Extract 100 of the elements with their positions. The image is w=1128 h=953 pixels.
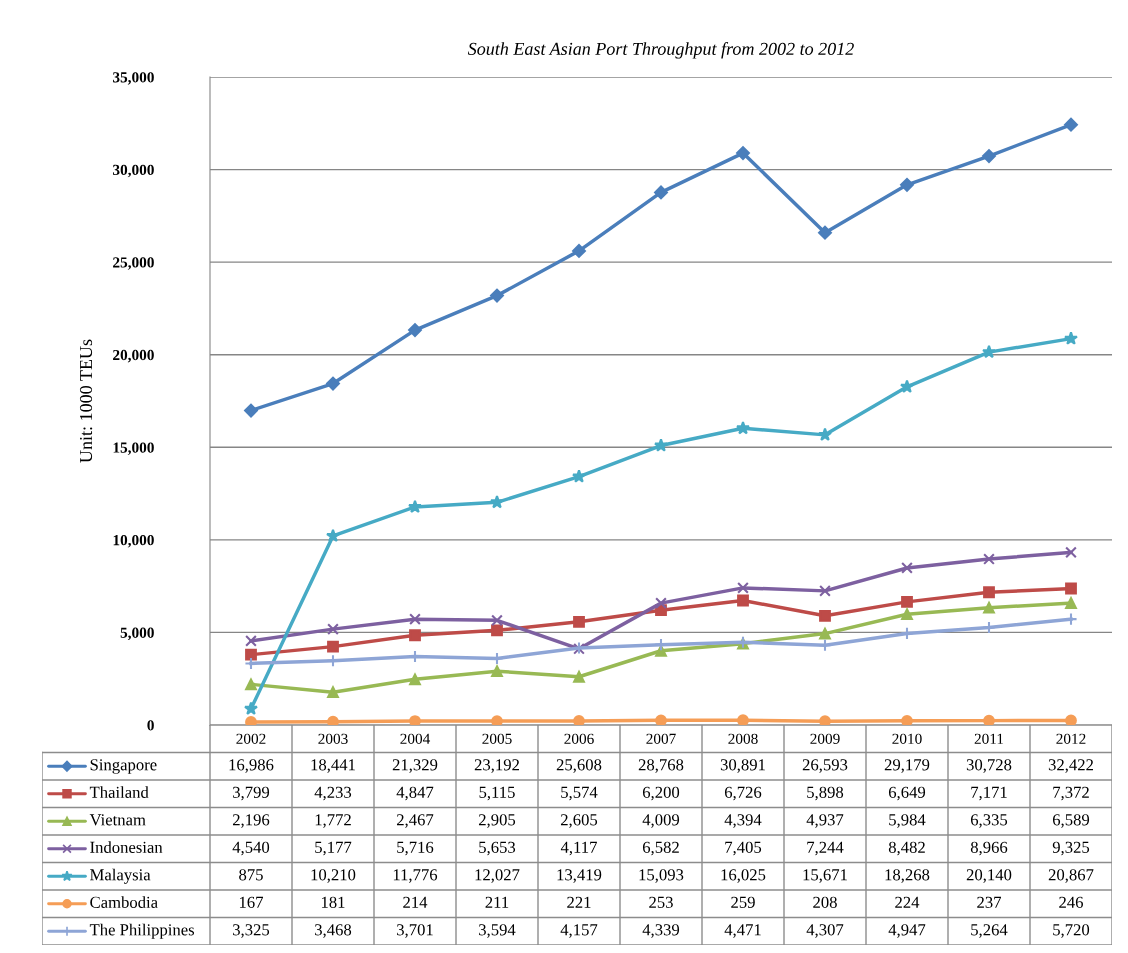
x-tick-label: 2002 <box>236 733 266 744</box>
x-tick-label: 2012 <box>1056 733 1086 744</box>
data-label: 4,394 <box>724 814 762 828</box>
data-label: 8,966 <box>970 841 1008 856</box>
y-tick-label: 20,000 <box>113 349 154 363</box>
data-label: 5,264 <box>971 924 1008 938</box>
x-tick-label: 2005 <box>482 733 512 744</box>
legend-label: The Philippines <box>89 923 195 939</box>
y-tick-label: 25,000 <box>113 257 154 270</box>
data-label: 875 <box>239 869 263 881</box>
x-tick-label: 2011 <box>974 733 1004 744</box>
x-tick-label: 2008 <box>728 733 758 744</box>
x-tick-label: 2004 <box>400 733 431 744</box>
legend-label: Indonesian <box>90 841 163 853</box>
data-label: 25,608 <box>556 759 602 773</box>
data-label: 3,468 <box>315 924 352 938</box>
data-label: 167 <box>239 896 264 908</box>
legend-label: Singapore <box>90 759 157 774</box>
data-label: 7,372 <box>1053 786 1089 801</box>
data-label: 1,772 <box>315 814 351 828</box>
data-label: 6,589 <box>1052 814 1090 828</box>
data-label: 7,171 <box>971 786 1007 801</box>
data-label: 5,115 <box>479 786 515 801</box>
legend-label: Malaysia <box>90 868 151 884</box>
data-label: 5,574 <box>561 786 598 801</box>
data-label: 18,441 <box>311 759 355 773</box>
x-tick-label: 2003 <box>318 733 348 744</box>
data-label: 5,720 <box>1053 924 1090 938</box>
data-label: 5,716 <box>397 841 434 856</box>
data-label: 2,905 <box>478 814 516 828</box>
data-label: 3,701 <box>397 924 433 938</box>
data-label: 12,027 <box>475 869 520 883</box>
data-label: 4,117 <box>560 841 597 856</box>
data-label: 16,025 <box>721 869 766 883</box>
data-label: 15,093 <box>639 869 684 883</box>
y-tick-label: 10,000 <box>113 535 154 548</box>
data-label: 4,233 <box>314 786 352 801</box>
data-label: 4,307 <box>806 924 844 938</box>
data-label: 6,726 <box>724 786 762 801</box>
data-label: 20,867 <box>1048 869 1094 883</box>
data-label: 181 <box>321 896 345 908</box>
data-label: 20,140 <box>966 869 1012 883</box>
data-label: 4,009 <box>642 814 680 828</box>
data-label: 10,210 <box>311 869 356 883</box>
data-label: 6,200 <box>642 786 680 801</box>
x-tick-label: 2007 <box>646 733 676 744</box>
data-label: 4,157 <box>560 924 598 938</box>
data-label: 253 <box>649 896 673 908</box>
data-label: 211 <box>485 896 509 908</box>
data-label: 30,728 <box>966 759 1012 773</box>
data-label: 6,335 <box>970 814 1008 828</box>
data-label: 6,582 <box>642 841 679 856</box>
y-tick-label: 30,000 <box>113 164 154 178</box>
data-label: 224 <box>895 896 920 908</box>
data-label: 259 <box>731 896 755 908</box>
data-label: 6,649 <box>888 786 926 801</box>
data-label: 11,776 <box>393 869 438 883</box>
data-label: 2,605 <box>560 814 598 828</box>
y-axis-title: Unit: 1000 TEUs <box>79 339 93 463</box>
y-tick-label: 0 <box>147 720 154 731</box>
data-label: 4,947 <box>888 924 926 938</box>
data-label: 5,898 <box>807 786 844 801</box>
data-label: 5,984 <box>889 814 926 828</box>
data-label: 3,799 <box>233 786 270 801</box>
data-label: 16,986 <box>229 759 274 773</box>
data-label: 3,325 <box>233 924 270 938</box>
data-label: 8,482 <box>888 841 925 856</box>
data-label: 4,471 <box>724 924 761 938</box>
data-label: 246 <box>1059 896 1083 908</box>
y-tick-label: 15,000 <box>113 442 154 455</box>
data-label: 28,768 <box>638 759 684 773</box>
y-tick-label: 35,000 <box>113 72 154 85</box>
data-label: 26,593 <box>802 759 848 773</box>
legend-label: Vietnam <box>89 814 146 826</box>
data-label: 3,594 <box>479 924 516 938</box>
data-label: 7,244 <box>807 841 844 856</box>
data-label: 9,325 <box>1052 841 1090 856</box>
data-label: 18,268 <box>885 869 930 883</box>
y-tick-label: 5,000 <box>120 627 154 641</box>
x-tick-label: 2009 <box>810 733 840 744</box>
data-label: 214 <box>403 896 428 908</box>
data-label: 7,405 <box>725 841 762 856</box>
data-label: 2,467 <box>396 814 434 828</box>
chart-title: South East Asian Port Throughput from 2002 to 2012 <box>467 42 854 59</box>
data-label: 5,653 <box>479 841 516 856</box>
data-label: 208 <box>813 896 837 908</box>
data-label: 4,937 <box>806 814 844 828</box>
data-label: 221 <box>567 896 591 908</box>
data-label: 13,419 <box>557 869 602 883</box>
data-label: 237 <box>977 896 1002 908</box>
x-tick-label: 2006 <box>564 733 594 744</box>
data-label: 30,891 <box>720 759 765 773</box>
legend-label: Thailand <box>89 786 149 798</box>
data-label: 2,196 <box>232 814 270 828</box>
data-label: 32,422 <box>1048 759 1093 773</box>
data-label: 4,540 <box>232 841 270 856</box>
legend-label: Cambodia <box>90 896 158 908</box>
data-label: 21,329 <box>392 759 438 773</box>
x-tick-label: 2010 <box>892 733 922 744</box>
data-label: 5,177 <box>315 841 352 856</box>
